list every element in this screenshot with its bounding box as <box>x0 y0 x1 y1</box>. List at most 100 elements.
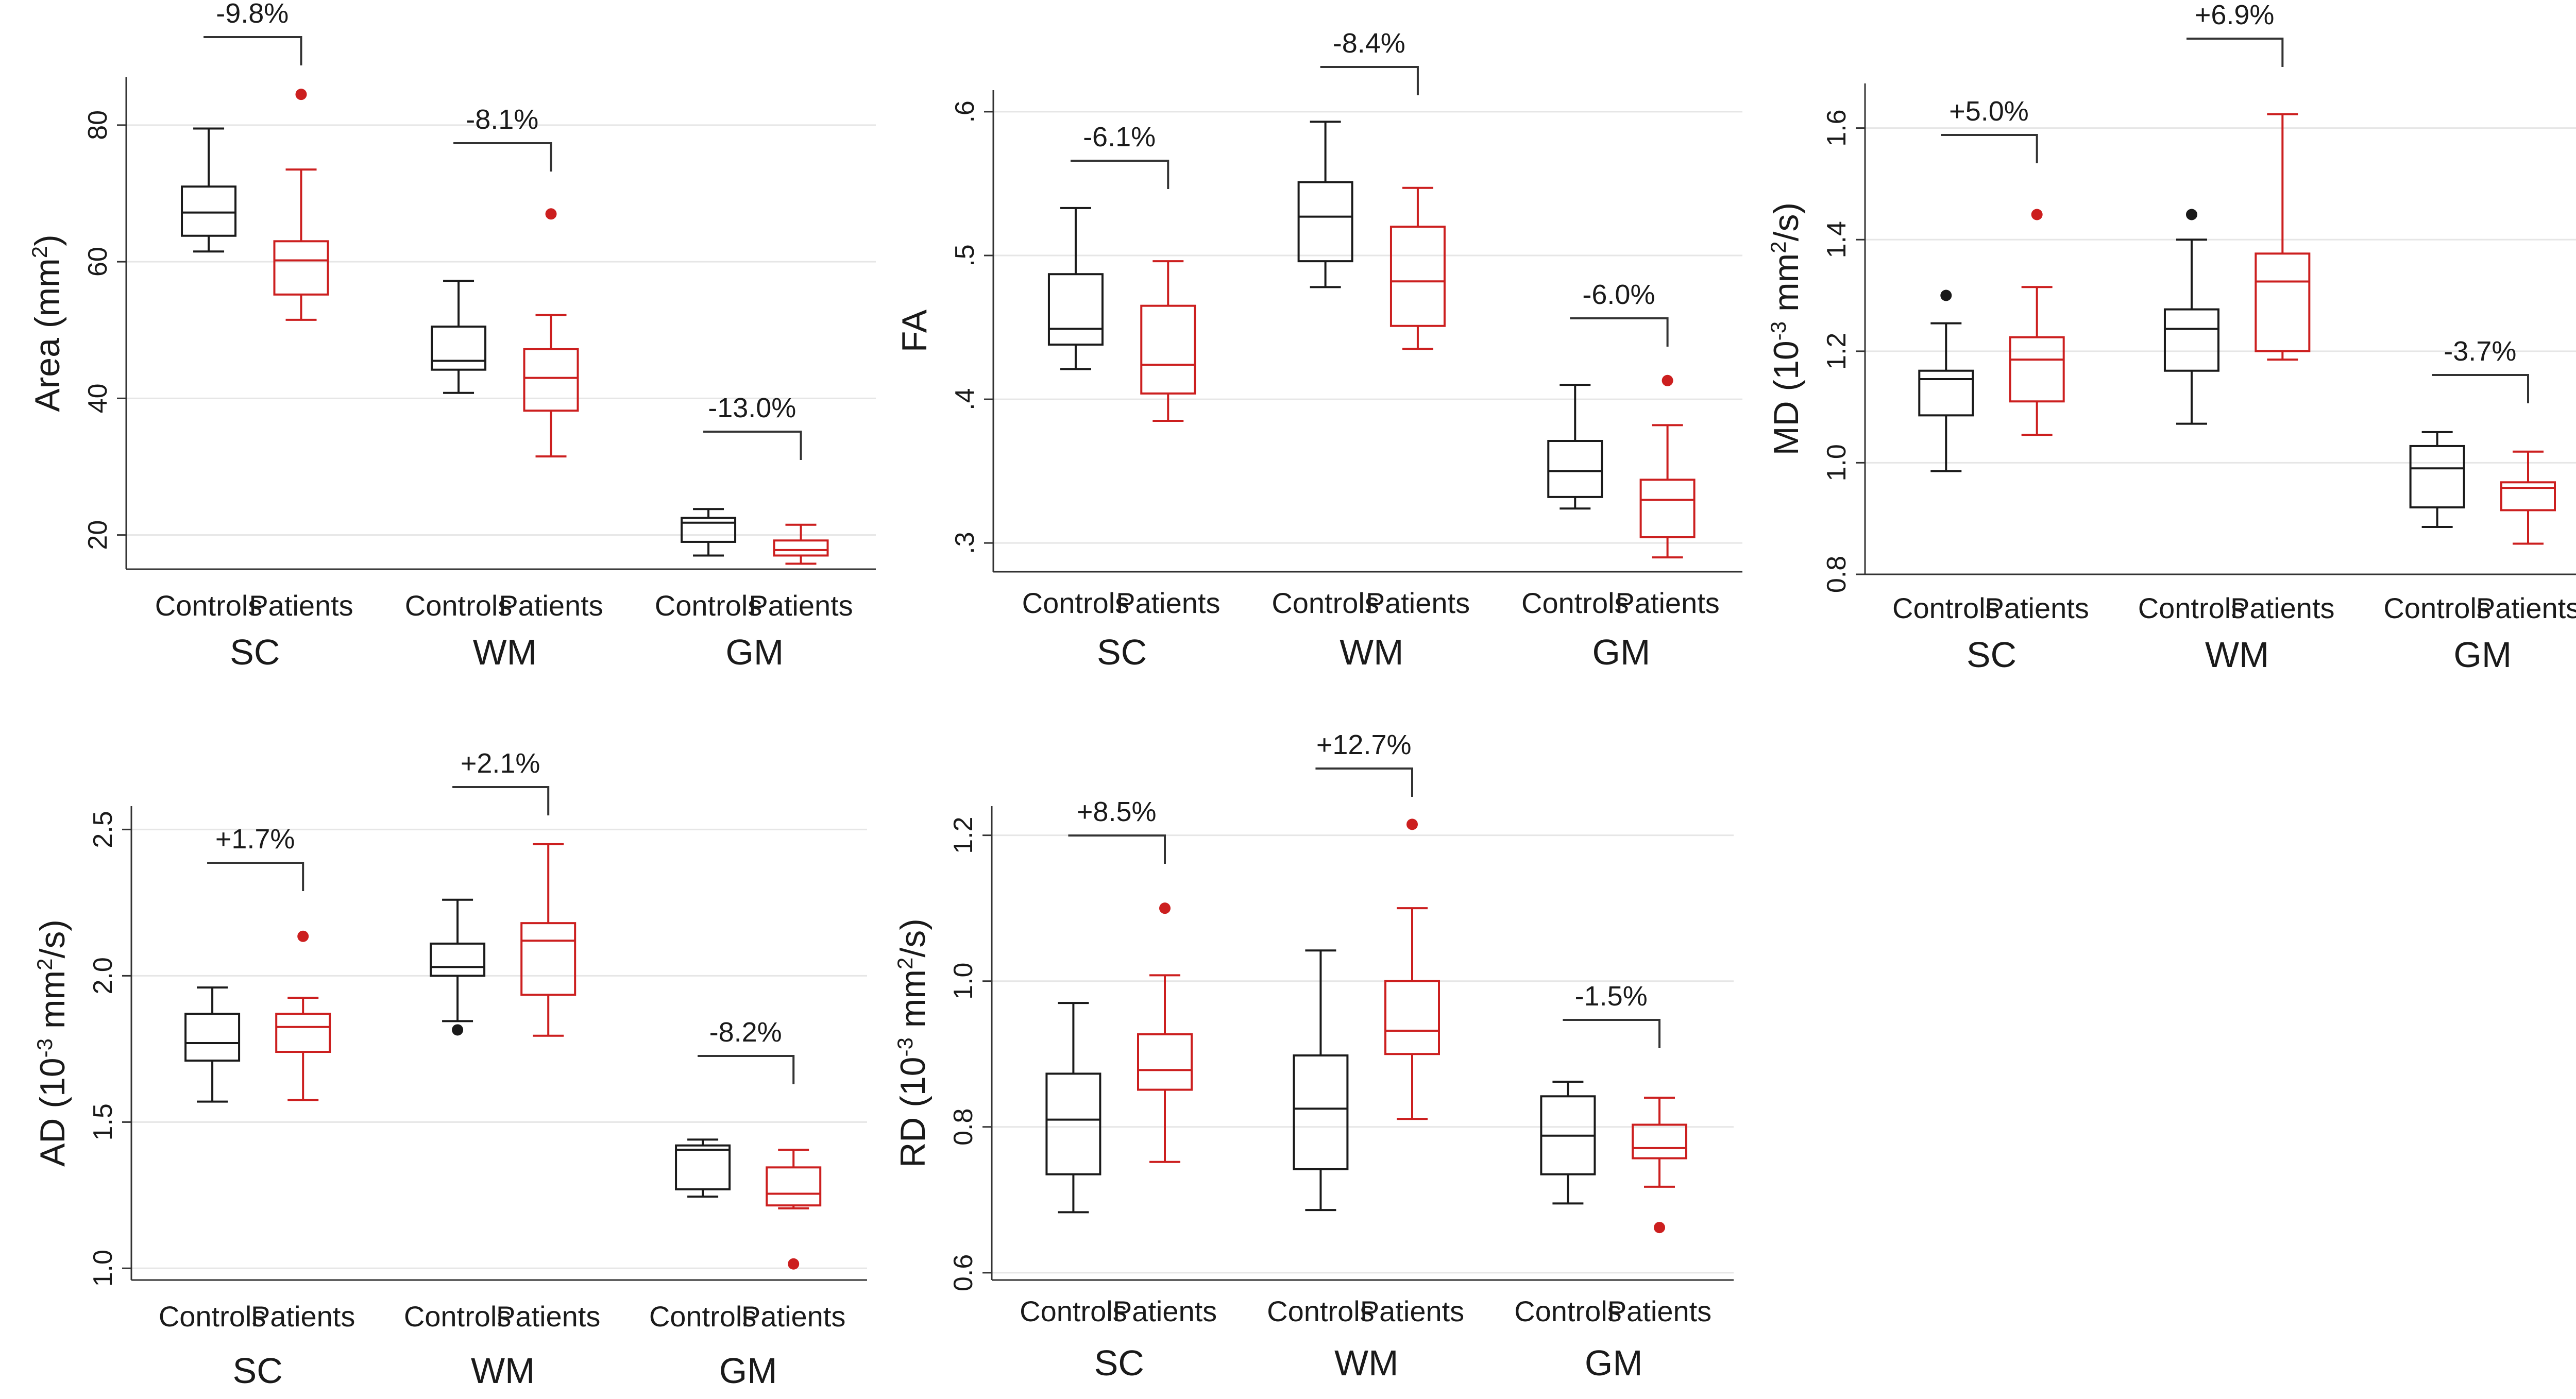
y-tick-label: 1.0 <box>88 1250 118 1287</box>
outlier-point <box>1406 818 1418 830</box>
section-label-wm: WM <box>1334 1343 1398 1383</box>
iqr-box <box>1137 1033 1193 1091</box>
annotation-bracket <box>452 786 550 815</box>
box-sc-patients <box>2009 209 2065 436</box>
iqr-box <box>430 942 486 977</box>
y-axis-label: AD (10-3 mm2/s) <box>32 919 72 1167</box>
section-label-wm: WM <box>2205 635 2269 675</box>
annotation-percent: +2.1% <box>461 748 540 779</box>
iqr-box <box>2409 445 2465 509</box>
box-sc-controls <box>1047 207 1104 370</box>
annotation-percent: -8.1% <box>466 104 538 135</box>
iqr-box <box>1632 1123 1687 1159</box>
annotation-bracket <box>207 862 304 891</box>
iqr-box <box>1639 479 1696 539</box>
outlier-point <box>1940 289 1952 301</box>
iqr-box <box>2009 336 2065 403</box>
y-tick-label: 2.5 <box>88 811 118 848</box>
annotation-bracket <box>2186 38 2284 67</box>
panel-fa: .3.4.5.6FAControlsPatientsSC-6.1%Control… <box>895 28 1742 672</box>
group-label-patients: Patients <box>249 589 353 622</box>
box-wm-controls <box>430 898 486 1036</box>
section-label-wm: WM <box>471 1351 535 1391</box>
annotation-percent: +1.7% <box>215 824 295 855</box>
y-tick-label: 0.6 <box>948 1254 978 1291</box>
box-gm-patients <box>2500 450 2556 545</box>
panel-md: 0.81.01.21.41.6MD (10-3 mm2/s)ControlsPa… <box>1766 0 2576 675</box>
y-tick-label: 1.6 <box>1822 109 1852 146</box>
annotation-percent: -9.8% <box>216 0 289 29</box>
y-tick-label: .3 <box>950 532 980 554</box>
annotation-bracket <box>2432 374 2529 403</box>
box-wm-patients <box>523 208 579 458</box>
iqr-box <box>766 1166 822 1207</box>
group-label-controls: Controls <box>1892 592 2000 624</box>
annotation-bracket <box>703 431 802 460</box>
annotation-percent: -8.2% <box>709 1017 782 1048</box>
section-label-sc: SC <box>1094 1343 1144 1383</box>
box-sc-controls <box>184 986 241 1103</box>
section-label-sc: SC <box>230 632 280 672</box>
group-label-controls: Controls <box>404 1300 512 1333</box>
iqr-box <box>1297 181 1353 263</box>
iqr-box <box>1045 1072 1101 1175</box>
box-wm-controls <box>1293 949 1349 1212</box>
annotation-percent: -8.4% <box>1333 28 1405 59</box>
group-label-controls: Controls <box>1514 1295 1622 1327</box>
outlier-point <box>1662 374 1673 386</box>
iqr-box <box>1140 304 1196 395</box>
iqr-box <box>1293 1054 1349 1170</box>
panel-rd: 0.60.81.01.2RD (10-3 mm2/s)ControlsPatie… <box>893 729 1734 1383</box>
y-tick-label: .5 <box>950 244 980 266</box>
y-tick-label: 1.0 <box>1822 444 1852 481</box>
y-tick-label: 1.2 <box>948 816 978 854</box>
box-wm-patients <box>1384 818 1440 1120</box>
group-label-controls: Controls <box>2383 592 2491 624</box>
y-tick-label: .6 <box>950 100 980 123</box>
y-axis-label: MD (10-3 mm2/s) <box>1766 202 1806 455</box>
annotation-percent: -3.7% <box>2444 336 2516 367</box>
box-sc-controls <box>1045 1002 1101 1214</box>
y-tick-label: 80 <box>83 110 113 140</box>
iqr-box <box>773 539 829 557</box>
annotation-bracket <box>1068 834 1166 864</box>
annotation-percent: -6.1% <box>1083 122 1156 152</box>
y-tick-label: 0.8 <box>948 1108 978 1146</box>
outlier-point <box>788 1258 800 1270</box>
y-tick-label: 0.8 <box>1822 556 1852 593</box>
iqr-box <box>275 1013 331 1053</box>
group-label-patients: Patients <box>251 1300 355 1333</box>
box-wm-controls <box>1297 121 1353 288</box>
outlier-point <box>297 930 309 942</box>
iqr-box <box>1047 273 1104 346</box>
group-label-controls: Controls <box>1022 587 1130 619</box>
box-wm-patients <box>520 843 577 1037</box>
y-tick-label: .4 <box>950 388 980 410</box>
box-gm-controls <box>675 1138 731 1198</box>
section-label-sc: SC <box>1097 632 1147 672</box>
annotation-percent: +6.9% <box>2195 0 2275 30</box>
outlier-point <box>452 1024 464 1036</box>
box-gm-patients <box>1632 1097 1687 1234</box>
group-label-patients: Patients <box>496 1300 600 1333</box>
group-label-patients: Patients <box>1607 1295 1711 1327</box>
box-sc-patients <box>273 89 329 321</box>
section-label-wm: WM <box>473 632 537 672</box>
box-sc-patients <box>275 930 331 1101</box>
iqr-box <box>184 1013 241 1062</box>
section-label-gm: GM <box>1585 1343 1643 1383</box>
section-label-gm: GM <box>725 632 784 672</box>
group-label-controls: Controls <box>1020 1295 1127 1327</box>
annotation-percent: +5.0% <box>1949 96 2029 127</box>
y-axis-label: Area (mm2) <box>27 234 67 412</box>
outlier-point <box>1654 1222 1665 1234</box>
box-gm-controls <box>1547 384 1603 510</box>
annotation-bracket <box>204 36 302 65</box>
y-tick-label: 60 <box>83 247 113 277</box>
outlier-point <box>2031 209 2043 220</box>
iqr-box <box>1389 226 1446 327</box>
iqr-box <box>431 326 487 371</box>
iqr-box <box>1547 440 1603 498</box>
group-label-patients: Patients <box>2230 592 2334 624</box>
group-label-controls: Controls <box>1521 587 1629 619</box>
